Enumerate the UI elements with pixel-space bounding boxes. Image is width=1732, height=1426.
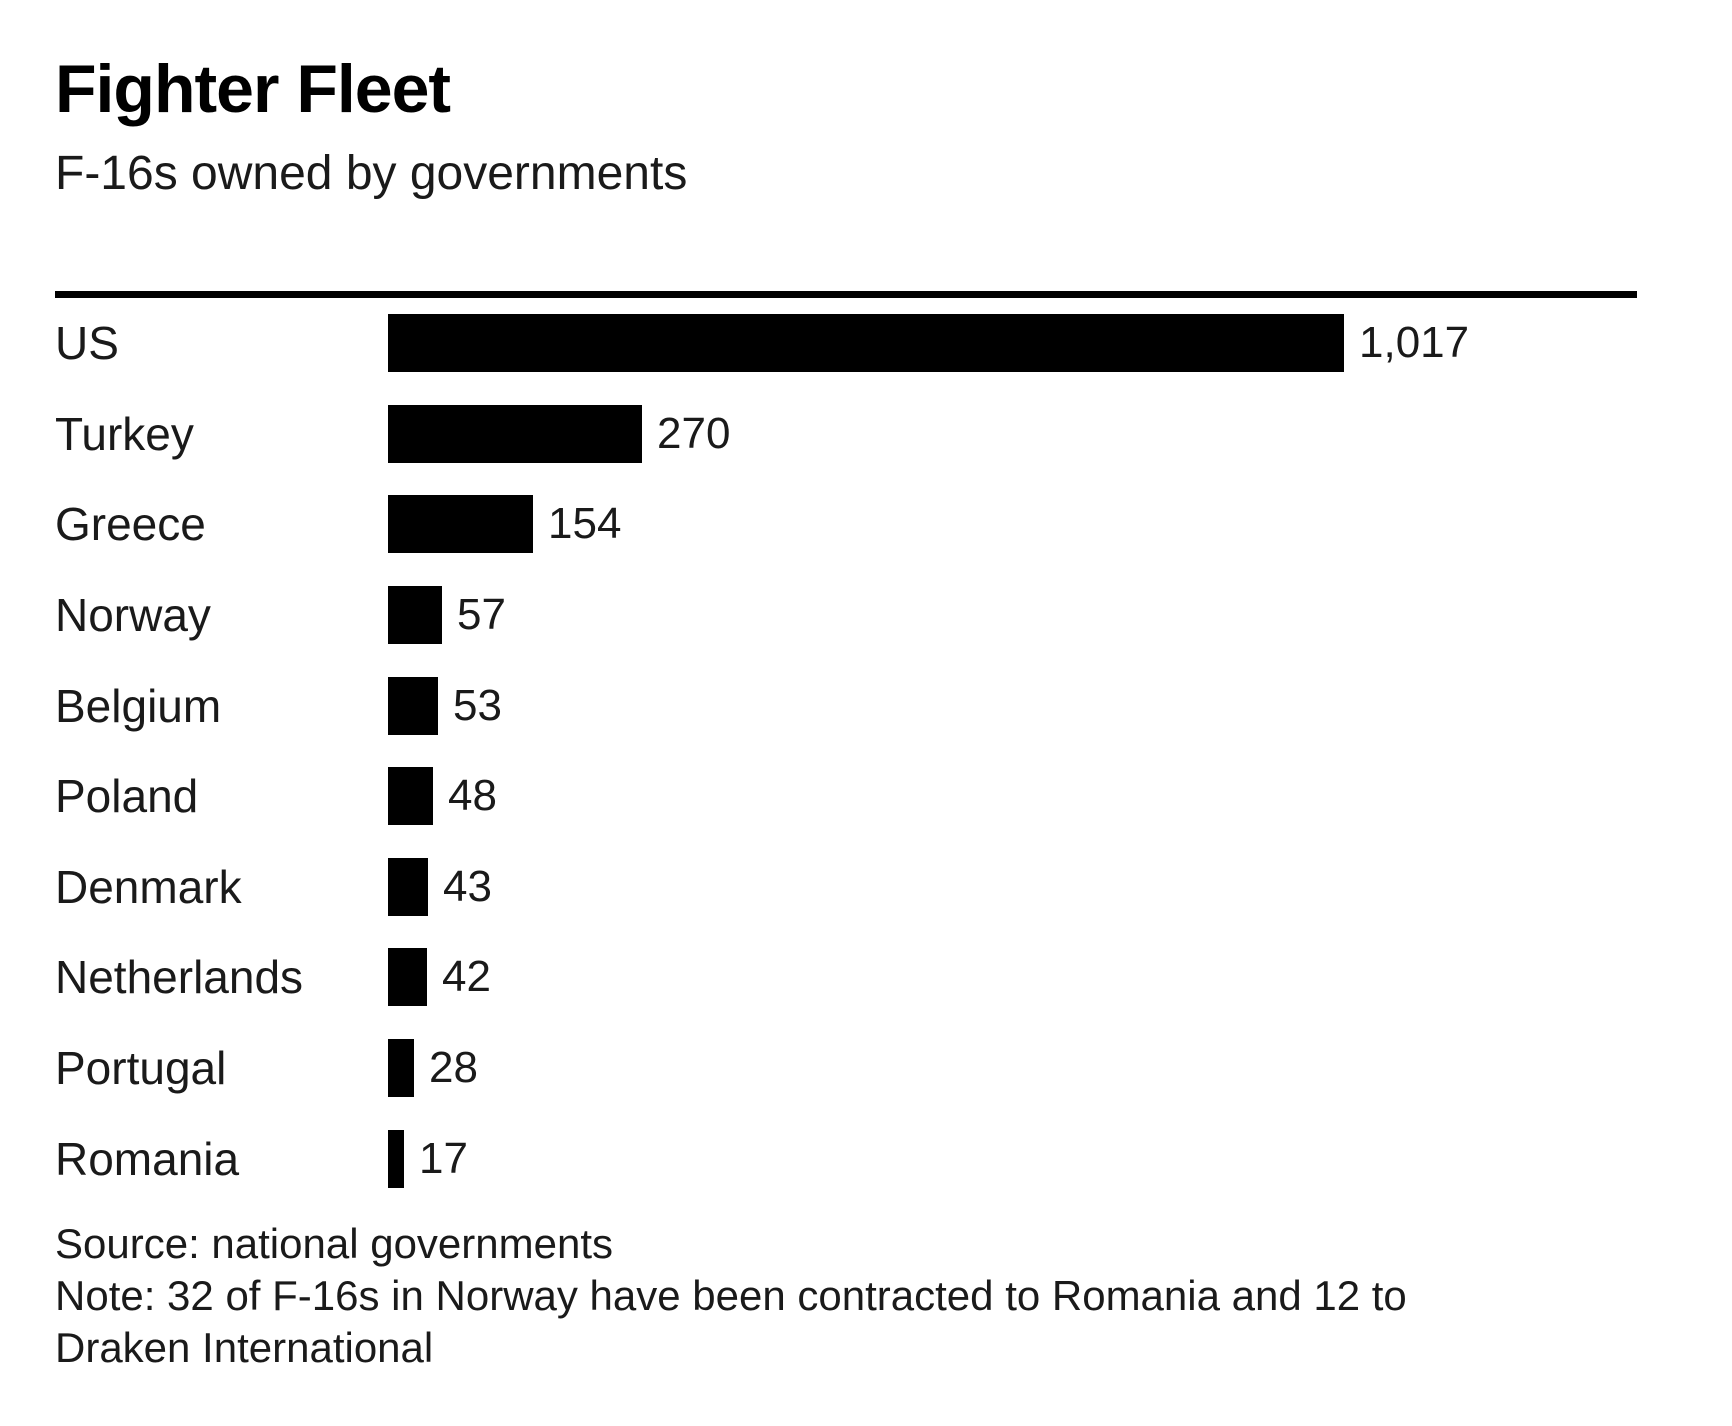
category-label: Norway [55,589,211,642]
chart-row: Norway 57 [0,570,1732,661]
bar [388,1039,414,1098]
category-label: Netherlands [55,951,304,1004]
value-label: 57 [457,590,506,640]
bar [388,586,442,645]
bar [388,1129,404,1188]
bar [388,676,438,735]
chart-row: Netherlands 42 [0,932,1732,1023]
bar [388,767,433,826]
bar [388,314,1344,373]
top-rule [55,291,1637,298]
value-label: 53 [453,680,502,730]
note-line-2: Draken International [55,1324,434,1371]
chart-row: Poland 48 [0,751,1732,842]
category-label: Belgium [55,679,222,732]
chart-title: Fighter Fleet [55,51,451,127]
category-label: Turkey [55,407,194,460]
chart-row: Belgium 53 [0,660,1732,751]
chart-row: Romania 17 [0,1113,1732,1204]
chart-row: US 1,017 [0,298,1732,389]
chart-row: Denmark 43 [0,842,1732,933]
chart-row: Greece 154 [0,479,1732,570]
chart-subtitle: F-16s owned by governments [55,147,688,200]
chart-footer: Source: national governments Note: 32 of… [55,1218,1407,1374]
value-label: 1,017 [1359,318,1470,368]
bar [388,404,642,463]
bar [388,857,428,916]
category-label: Denmark [55,860,242,913]
bar [388,495,533,554]
category-label: US [55,317,119,370]
category-label: Greece [55,498,206,551]
chart-row: Portugal 28 [0,1023,1732,1114]
value-label: 270 [657,408,731,458]
category-label: Portugal [55,1042,227,1095]
value-label: 43 [443,861,492,911]
category-label: Romania [55,1132,240,1185]
value-label: 48 [448,771,497,821]
bar [388,948,427,1007]
source-note: Source: national governments [55,1220,613,1267]
value-label: 42 [442,952,491,1002]
note-line-1: Note: 32 of F-16s in Norway have been co… [55,1272,1407,1319]
value-label: 28 [429,1043,478,1093]
chart-row: Turkey 270 [0,389,1732,480]
value-label: 154 [548,499,622,549]
bar-chart-plot-area: US 1,017 Turkey 270 Greece 154 Norway 57 Belgium… [0,298,1732,1208]
value-label: 17 [419,1133,468,1183]
category-label: Poland [55,770,199,823]
